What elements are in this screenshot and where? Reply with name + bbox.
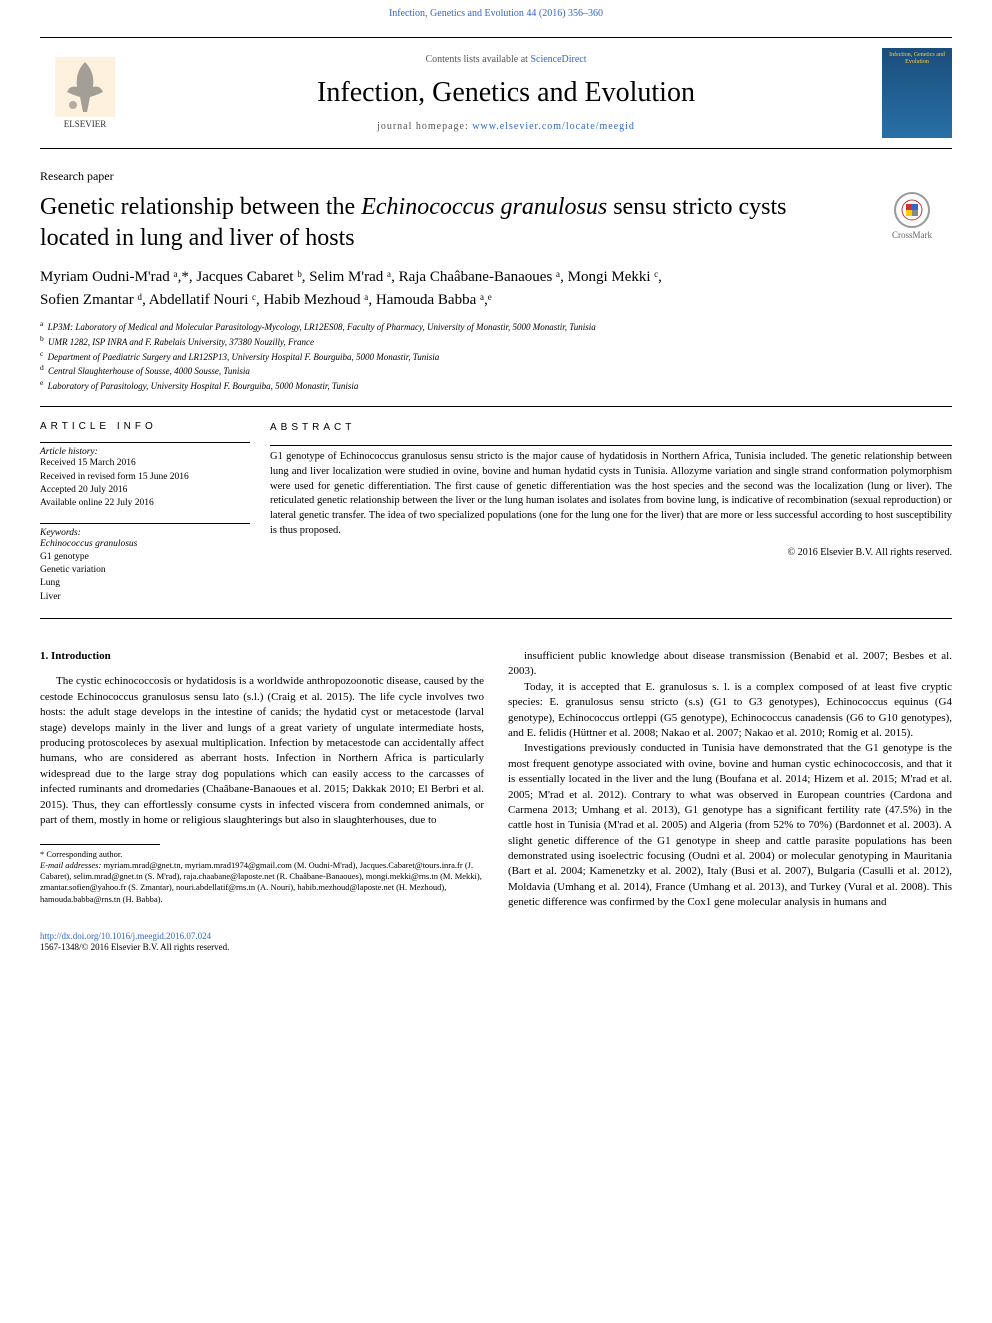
article-info-heading: article info xyxy=(40,421,250,432)
title-pre: Genetic relationship between the xyxy=(40,194,361,220)
accepted-date: Accepted 20 July 2016 xyxy=(40,484,250,497)
col2-p3: Investigations previously conducted in T… xyxy=(508,741,952,910)
contents-line: Contents lists available at ScienceDirec… xyxy=(150,54,862,65)
page-citation: Infection, Genetics and Evolution 44 (20… xyxy=(0,0,992,27)
keywords-label: Keywords: xyxy=(40,528,250,538)
keyword-4: Liver xyxy=(40,591,250,604)
elsevier-label: ELSEVIER xyxy=(64,119,107,129)
col2-p2: Today, it is accepted that E. granulosus… xyxy=(508,680,952,742)
keywords-block: Keywords: Echinococcus granulosus G1 gen… xyxy=(40,523,250,604)
elsevier-logo: ELSEVIER xyxy=(40,48,130,138)
elsevier-tree-icon xyxy=(55,57,115,117)
copyright: © 2016 Elsevier B.V. All rights reserved… xyxy=(270,546,952,560)
homepage-line: journal homepage: www.elsevier.com/locat… xyxy=(150,121,862,132)
col2-p1: insufficient public knowledge about dise… xyxy=(508,649,952,680)
emails-text: myriam.mrad@gnet.tn, myriam.mrad1974@gma… xyxy=(40,860,482,903)
keyword-0: Echinococcus granulosus xyxy=(40,538,250,551)
authors-line-1: Myriam Oudni-M'rad ᵃ,*, Jacques Cabaret … xyxy=(40,266,952,289)
affiliation-e: e Laboratory of Parasitology, University… xyxy=(40,378,952,393)
abstract-heading: abstract xyxy=(270,421,952,435)
email-addresses: E-mail addresses: myriam.mrad@gnet.tn, m… xyxy=(40,860,484,904)
authors: Myriam Oudni-M'rad ᵃ,*, Jacques Cabaret … xyxy=(40,266,952,311)
homepage-prefix: journal homepage: xyxy=(377,121,472,132)
page-footer: http://dx.doi.org/10.1016/j.meegid.2016.… xyxy=(40,931,952,954)
received-date: Received 15 March 2016 xyxy=(40,457,250,470)
affiliation-d: d Central Slaughterhouse of Sousse, 4000… xyxy=(40,363,952,378)
history-block: Article history: Received 15 March 2016 … xyxy=(40,442,250,510)
crossmark-icon xyxy=(894,192,930,228)
intro-heading: 1. Introduction xyxy=(40,649,484,664)
article-header: Research paper Genetic relationship betw… xyxy=(40,169,952,392)
section-divider xyxy=(40,406,952,407)
keyword-1: G1 genotype xyxy=(40,551,250,564)
revised-date: Received in revised form 15 June 2016 xyxy=(40,471,250,484)
journal-name: Infection, Genetics and Evolution xyxy=(150,77,862,109)
info-abstract-row: article info Article history: Received 1… xyxy=(40,421,952,619)
crossmark-label: CrossMark xyxy=(892,230,932,240)
doi-link[interactable]: http://dx.doi.org/10.1016/j.meegid.2016.… xyxy=(40,931,211,941)
paper-title: Genetic relationship between the Echinoc… xyxy=(40,192,852,254)
intro-p1: The cystic echinococcosis or hydatidosis… xyxy=(40,674,484,828)
affiliations: a LP3M: Laboratory of Medical and Molecu… xyxy=(40,319,952,392)
corresponding-author: * Corresponding author. xyxy=(40,849,484,860)
sciencedirect-link[interactable]: ScienceDirect xyxy=(530,54,586,65)
affiliation-b: b UMR 1282, ISP INRA and F. Rabelais Uni… xyxy=(40,334,952,349)
abstract-text: G1 genotype of Echinococcus granulosus s… xyxy=(270,450,952,538)
paper-type: Research paper xyxy=(40,169,952,184)
banner-center: Contents lists available at ScienceDirec… xyxy=(150,54,862,132)
crossmark-badge[interactable]: CrossMark xyxy=(872,192,952,240)
footnote-separator xyxy=(40,844,160,845)
body-columns: 1. Introduction The cystic echinococcosi… xyxy=(40,649,952,911)
column-right: insufficient public knowledge about dise… xyxy=(508,649,952,911)
abstract: abstract G1 genotype of Echinococcus gra… xyxy=(270,421,952,604)
issn-copyright: 1567-1348/© 2016 Elsevier B.V. All right… xyxy=(40,942,229,952)
authors-line-2: Sofien Zmantar ᵈ, Abdellatif Nouri ᶜ, Ha… xyxy=(40,289,952,312)
title-species: Echinococcus granulosus xyxy=(361,194,607,220)
keyword-3: Lung xyxy=(40,577,250,590)
cover-title: Infection, Genetics and Evolution xyxy=(886,52,948,66)
journal-banner: ELSEVIER Contents lists available at Sci… xyxy=(40,37,952,149)
affiliation-c: c Department of Paediatric Surgery and L… xyxy=(40,349,952,364)
homepage-link[interactable]: www.elsevier.com/locate/meegid xyxy=(472,121,635,132)
column-left: 1. Introduction The cystic echinococcosi… xyxy=(40,649,484,911)
history-label: Article history: xyxy=(40,447,250,457)
emails-label: E-mail addresses: xyxy=(40,860,101,870)
affiliation-a: a LP3M: Laboratory of Medical and Molecu… xyxy=(40,319,952,334)
journal-cover: Infection, Genetics and Evolution xyxy=(882,48,952,138)
contents-prefix: Contents lists available at xyxy=(425,54,530,65)
article-info: article info Article history: Received 1… xyxy=(40,421,270,604)
keyword-2: Genetic variation xyxy=(40,564,250,577)
footnotes: * Corresponding author. E-mail addresses… xyxy=(40,849,484,904)
online-date: Available online 22 July 2016 xyxy=(40,497,250,510)
